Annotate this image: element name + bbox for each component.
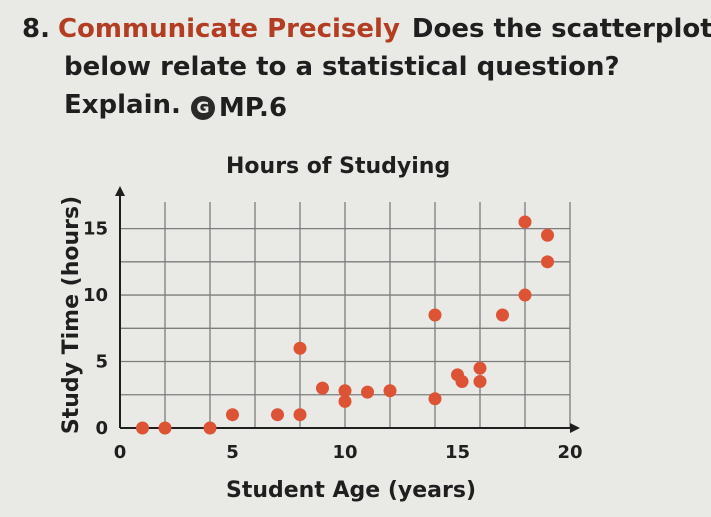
x-axis-label: Student Age (years) — [226, 478, 476, 503]
data-point — [518, 288, 532, 302]
data-point — [136, 421, 149, 435]
y-tick-label: 10 — [83, 285, 108, 306]
y-tick-label: 5 — [95, 352, 108, 373]
data-point — [226, 408, 239, 422]
x-tick-label: 10 — [332, 442, 357, 463]
x-tick-label: 0 — [114, 442, 127, 463]
chart-title: Hours of Studying — [226, 154, 451, 179]
problem-question-part-2: below relate to a statistical question? — [64, 52, 620, 82]
problem-line-2: below relate to a statistical question? — [22, 48, 692, 86]
data-point — [428, 308, 442, 322]
data-point — [496, 308, 509, 322]
x-tick-label: 15 — [445, 442, 470, 463]
y-tick-label: 15 — [83, 219, 108, 240]
data-point — [316, 381, 329, 395]
data-point — [473, 374, 487, 388]
chart-grid — [120, 202, 571, 428]
data-point — [293, 341, 307, 355]
data-point — [541, 228, 554, 242]
data-point — [158, 421, 172, 435]
problem-line-3: Explain. G MP.6 — [22, 86, 692, 127]
standard-label: MP.6 — [218, 93, 288, 123]
data-point — [383, 384, 397, 398]
x-tick-label: 20 — [557, 442, 582, 463]
data-point — [455, 374, 469, 388]
x-tick-label: 5 — [226, 442, 239, 463]
data-point — [338, 384, 352, 398]
problem-line-1: 8. Communicate Precisely Does the scatterp… — [22, 10, 711, 48]
data-point — [473, 361, 487, 375]
problem-number: 8. — [22, 14, 50, 44]
practice-badge-icon: G — [190, 96, 215, 120]
standard-badge: G MP.6 — [190, 89, 288, 127]
data-point — [361, 385, 374, 399]
chart-points — [136, 215, 554, 435]
problem-text: 8. Communicate Precisely Does the scatterp… — [22, 10, 711, 127]
problem-heading: Communicate Precisely — [57, 14, 400, 44]
x-axis-arrow-icon — [570, 423, 580, 433]
y-axis-arrow-icon — [115, 186, 125, 196]
problem-explain: Explain. — [64, 90, 181, 120]
data-point — [518, 215, 532, 229]
data-point — [541, 255, 554, 269]
data-point — [428, 392, 442, 406]
data-point — [203, 421, 217, 435]
y-tick-label: 0 — [95, 418, 108, 439]
chart-ticks: 0 5 10 15 20 0 5 10 15 — [83, 219, 583, 463]
y-axis-label: Study Time (hours) — [59, 196, 84, 434]
data-point — [271, 408, 284, 422]
data-point — [293, 408, 307, 422]
problem-question-part-1: Does the scatterplot — [411, 14, 711, 44]
data-point — [338, 394, 352, 408]
chart-axes — [115, 186, 580, 433]
